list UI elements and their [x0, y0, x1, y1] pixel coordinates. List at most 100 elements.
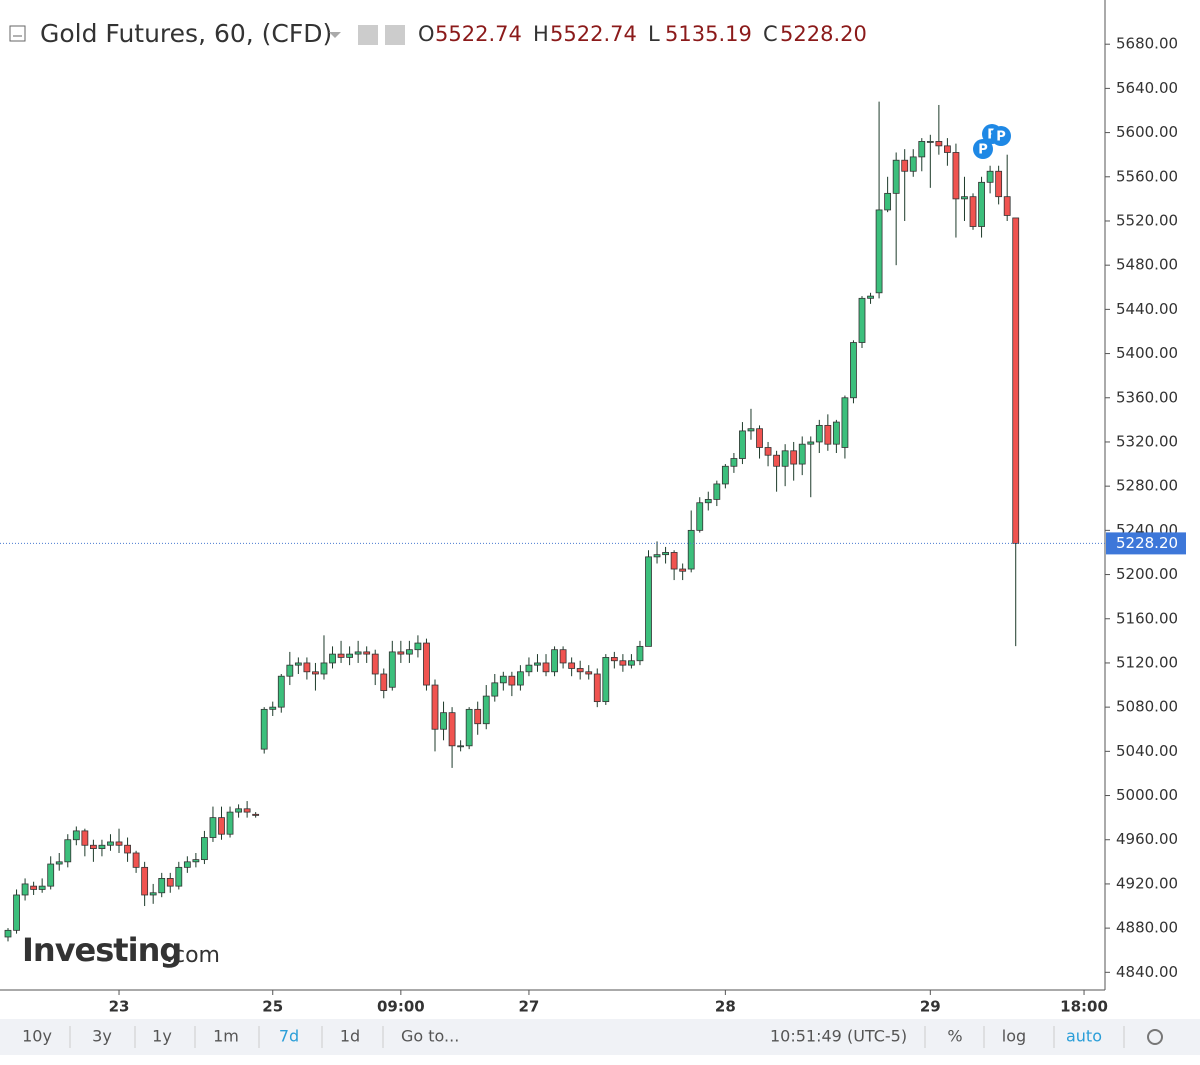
candle-body: [312, 671, 319, 675]
candle-body: [978, 181, 985, 227]
option-button[interactable]: %: [947, 1027, 962, 1046]
candle-body: [107, 841, 114, 846]
candle-body: [739, 430, 746, 459]
candle-body: [269, 706, 277, 710]
candle-body: [790, 450, 798, 465]
range-button[interactable]: 1m: [213, 1027, 239, 1046]
y-tick-label: 5120.00: [1116, 653, 1178, 671]
candle-body: [380, 673, 388, 691]
eye-icon[interactable]: [358, 25, 378, 45]
range-button[interactable]: 1y: [152, 1027, 172, 1046]
candle-body: [576, 668, 584, 673]
candle-body: [525, 664, 533, 673]
candle-body: [175, 866, 183, 887]
candle-body: [636, 645, 644, 662]
candle-body: [901, 159, 909, 172]
ohlc-value: 5522.74: [550, 22, 637, 46]
candle-body: [781, 450, 789, 467]
candle-body: [798, 443, 806, 465]
candle-body: [183, 861, 191, 868]
clock: 10:51:49 (UTC-5): [770, 1027, 907, 1046]
y-tick-label: 4880.00: [1116, 919, 1178, 937]
candle-body: [1003, 196, 1011, 216]
symbol-title: Gold Futures, 60, (CFD): [40, 19, 332, 48]
candle-body: [875, 209, 883, 294]
candle-body: [21, 883, 29, 896]
x-tick-label: 27: [519, 998, 540, 1016]
y-tick-label: 4960.00: [1116, 830, 1178, 848]
candle-body: [918, 141, 926, 158]
candle-body: [610, 657, 618, 662]
candle-body: [431, 684, 439, 730]
candle-body: [260, 708, 268, 750]
ohlc-key: C: [763, 22, 778, 46]
candle-body: [286, 664, 294, 677]
candle-body: [721, 465, 729, 485]
candle-body: [423, 642, 430, 686]
candle-body: [337, 653, 345, 658]
candle-body: [115, 841, 123, 846]
candle-body: [551, 649, 558, 673]
candle-body: [628, 660, 635, 666]
x-tick-label: 23: [109, 998, 130, 1016]
candle-body: [926, 141, 934, 143]
candle-body: [645, 556, 652, 647]
settings-gear[interactable]: [1147, 1029, 1163, 1045]
candle-body: [457, 745, 465, 748]
candle-body: [363, 651, 371, 655]
y-tick-label: 5000.00: [1116, 786, 1178, 804]
candle-body: [619, 660, 627, 666]
candle-body: [713, 483, 721, 500]
candle-body: [192, 859, 200, 863]
y-tick-label: 5600.00: [1116, 123, 1178, 141]
candle-body: [4, 929, 12, 938]
y-tick-label: 4840.00: [1116, 963, 1178, 981]
ohlc-key: L: [648, 22, 660, 46]
event-marker[interactable]: [973, 139, 993, 159]
event-marker-label: P: [996, 130, 1006, 145]
candle-body: [517, 671, 524, 686]
dropdown-caret[interactable]: [329, 32, 341, 38]
candle-body: [235, 808, 242, 813]
candle-body: [158, 878, 166, 894]
y-tick-label: 5640.00: [1116, 79, 1178, 97]
y-tick-label: 5200.00: [1116, 565, 1178, 583]
watermark-suffix: .com: [166, 943, 220, 968]
candle-body: [909, 156, 917, 172]
candle-body: [696, 502, 704, 531]
x-tick-label: 18:00: [1060, 998, 1108, 1016]
range-button[interactable]: 3y: [92, 1027, 112, 1046]
range-button[interactable]: 1d: [340, 1027, 360, 1046]
candle-body: [13, 894, 20, 931]
range-button[interactable]: 10y: [22, 1027, 52, 1046]
candle-body: [414, 642, 422, 651]
candle-body: [201, 837, 208, 861]
candle-body: [542, 662, 550, 673]
candle-body: [832, 421, 840, 445]
candle-body: [764, 447, 772, 456]
toggle-icon[interactable]: [9, 25, 26, 42]
candle-body: [64, 839, 72, 863]
candle-body: [815, 424, 823, 443]
goto-button[interactable]: Go to...: [401, 1027, 459, 1046]
candle-body: [371, 653, 379, 675]
settings-icon[interactable]: [385, 25, 405, 45]
candle-body: [166, 878, 174, 887]
candle-body: [98, 844, 106, 849]
candle-body: [47, 863, 55, 887]
candle-body: [824, 424, 832, 445]
option-button[interactable]: log: [1002, 1027, 1026, 1046]
candle-body: [329, 653, 336, 664]
candle-body: [704, 499, 712, 504]
candle-body: [662, 552, 669, 556]
candle-body: [534, 662, 541, 666]
option-button[interactable]: auto: [1066, 1027, 1102, 1046]
range-button[interactable]: 7d: [279, 1027, 299, 1046]
candle-body: [303, 662, 311, 673]
candle-body: [124, 844, 131, 854]
event-marker[interactable]: [991, 126, 1011, 146]
candle-body: [935, 141, 943, 147]
